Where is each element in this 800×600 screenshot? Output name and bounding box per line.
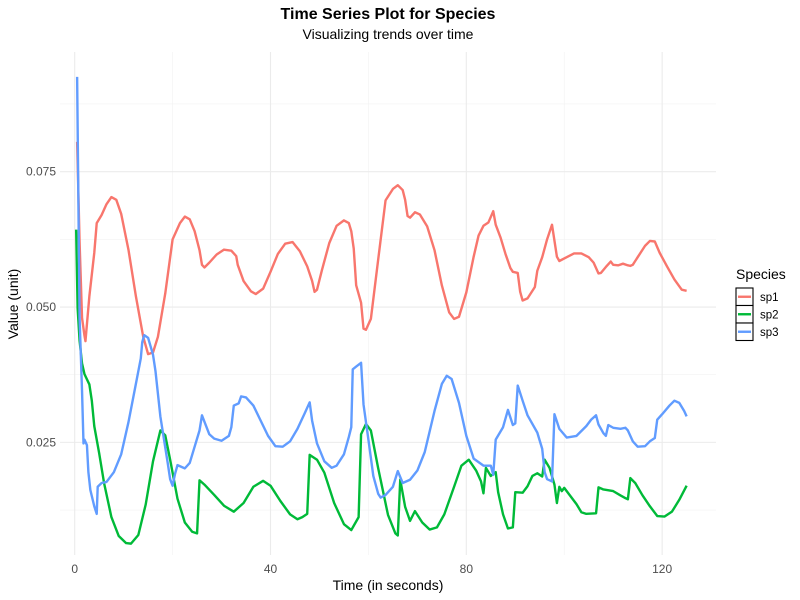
series-lines [74, 76, 688, 545]
y-tick-label: 0.050 [26, 300, 56, 314]
legend-item-sp2: sp2 [735, 304, 779, 324]
y-axis-title: Value (unit) [5, 269, 21, 340]
legend-title: Species [736, 266, 786, 282]
grid-lines [60, 52, 716, 555]
y-tick-label: 0.075 [26, 165, 56, 179]
x-tick-label: 80 [460, 562, 474, 576]
legend-item-sp3: sp3 [735, 322, 779, 342]
chart-title: Time Series Plot for Species [281, 6, 496, 23]
legend-label: sp1 [760, 292, 779, 304]
legend-label: sp2 [760, 309, 779, 321]
y-tick-label: 0.025 [26, 435, 56, 449]
series-line-sp1 [75, 141, 687, 356]
x-tick-label: 40 [264, 562, 278, 576]
x-axis-title: Time (in seconds) [333, 577, 444, 593]
legend: Species sp1 sp2 sp3 [735, 266, 786, 342]
x-tick-label: 120 [652, 562, 672, 576]
axis-tick-labels: 0 40 80 120 0.025 0.050 0.075 [26, 165, 673, 576]
series-line-sp3 [75, 76, 688, 516]
legend-items: sp1 sp2 sp3 [735, 287, 779, 342]
legend-item-sp1: sp1 [735, 287, 779, 307]
legend-label: sp3 [760, 327, 779, 339]
chart-subtitle: Visualizing trends over time [303, 26, 474, 42]
x-tick-label: 0 [71, 562, 78, 576]
